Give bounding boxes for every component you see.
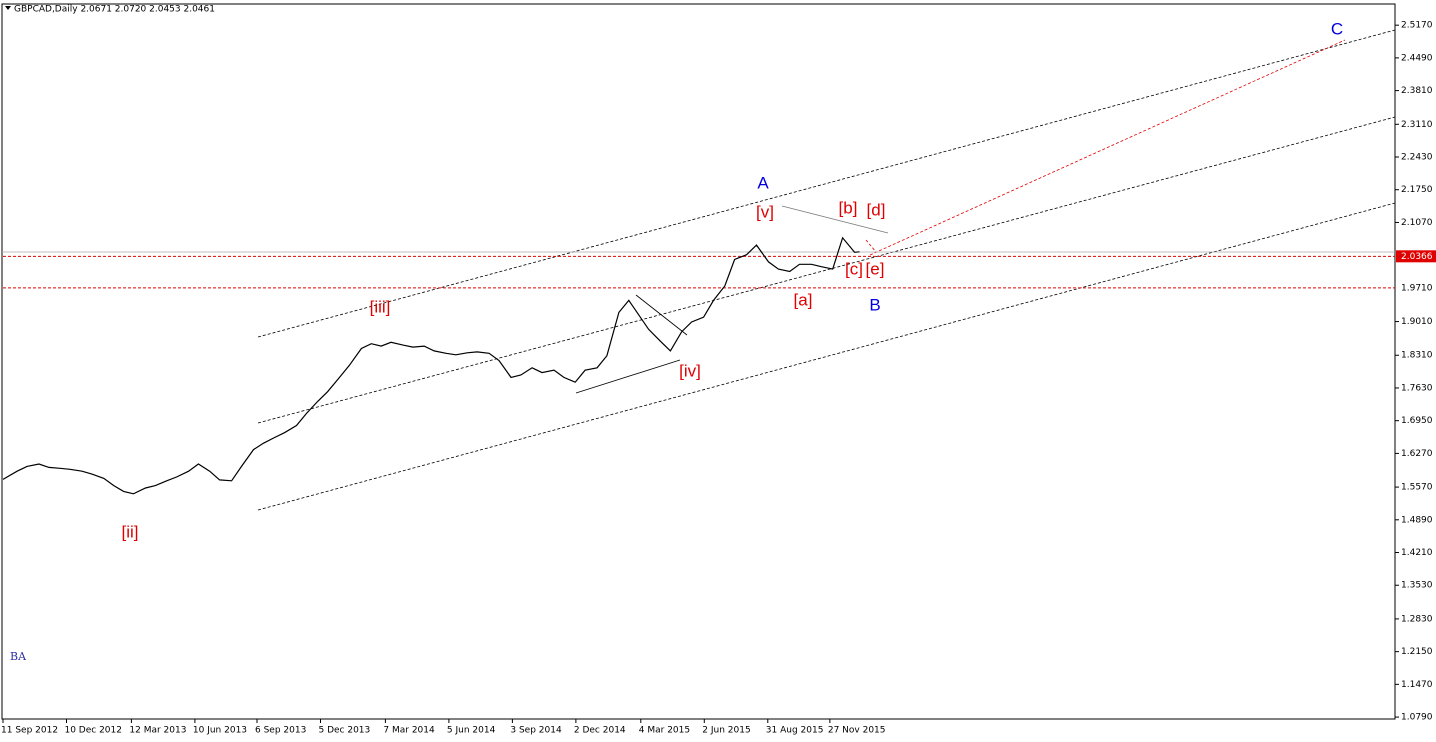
wave-label: [c] — [845, 259, 863, 278]
channel-line — [257, 202, 1396, 511]
wave-label: B — [869, 295, 880, 314]
x-tick-label: 7 Mar 2014 — [383, 726, 435, 736]
y-tick-label: 1.2830 — [1401, 614, 1433, 624]
wave-label: [a] — [794, 290, 813, 309]
trendline — [781, 205, 889, 234]
chart-title: GBPCAD,Daily 2.0671 2.0720 2.0453 2.0461 — [14, 5, 215, 15]
x-tick-label: 5 Jun 2014 — [447, 726, 496, 736]
y-tick-label: 1.9010 — [1401, 317, 1433, 327]
wave-label: [iii] — [370, 297, 391, 316]
x-tick-label: 31 Aug 2015 — [766, 726, 824, 736]
menu-arrow — [5, 6, 11, 10]
channel-line — [257, 116, 1396, 424]
wave-label: [b] — [839, 198, 858, 217]
y-tick-label: 2.4490 — [1401, 53, 1433, 63]
y-tick-label: 1.4890 — [1401, 515, 1433, 525]
channel-line — [257, 29, 1396, 338]
projection-line — [869, 39, 1346, 256]
trendline — [635, 294, 688, 336]
x-tick-label: 10 Jun 2013 — [193, 726, 247, 736]
level-label: 2.0366 — [1401, 252, 1433, 262]
y-tick-label: 2.3810 — [1401, 86, 1433, 96]
y-tick-label: 1.8310 — [1401, 351, 1433, 361]
y-tick-label: 1.4210 — [1401, 548, 1433, 558]
price-line — [2, 236, 860, 495]
y-tick-label: 1.2150 — [1401, 647, 1433, 657]
wave-label: [iv] — [679, 361, 701, 380]
y-tick-label: 1.6950 — [1401, 416, 1433, 426]
projection-line — [865, 239, 877, 253]
drawings — [257, 29, 1396, 511]
watermark: BA — [10, 650, 27, 663]
wave-label: [ii] — [122, 522, 139, 541]
y-tick-label: 1.3530 — [1401, 581, 1433, 591]
y-tick-label: 2.5170 — [1401, 21, 1433, 31]
wave-label: [v] — [756, 202, 774, 221]
y-tick-label: 2.3110 — [1401, 120, 1433, 130]
x-tick-label: 12 Mar 2013 — [129, 726, 186, 736]
y-tick-label: 1.1470 — [1401, 680, 1433, 690]
x-tick-label: 5 Dec 2013 — [318, 726, 370, 736]
y-tick-label: 1.5570 — [1401, 483, 1433, 493]
y-tick-label: 2.1070 — [1401, 218, 1433, 228]
x-tick-label: 27 Nov 2015 — [828, 726, 886, 736]
level-label: 1.9710 — [1401, 283, 1433, 293]
y-tick-label: 2.2430 — [1401, 153, 1433, 163]
wave-label: [e] — [866, 259, 885, 278]
x-tick-label: 2 Dec 2014 — [574, 726, 626, 736]
wave-label: A — [757, 173, 769, 192]
wave-label: C — [1331, 19, 1343, 38]
x-tick-label: 11 Sep 2012 — [1, 726, 58, 736]
x-tick-label: 10 Dec 2012 — [64, 726, 122, 736]
x-tick-label: 4 Mar 2015 — [639, 726, 690, 736]
x-tick-label: 3 Sep 2014 — [510, 726, 562, 736]
trendlines — [2, 205, 1395, 394]
level-tag — [1396, 250, 1436, 263]
x-tick-label: 6 Sep 2013 — [255, 726, 306, 736]
y-tick-label: 2.1750 — [1401, 185, 1433, 195]
y-tick-label: 1.0790 — [1401, 713, 1433, 723]
x-tick-label: 2 Jun 2015 — [702, 726, 750, 736]
trendline — [575, 359, 681, 394]
wave-label: [d] — [867, 200, 886, 219]
y-tick-label: 1.6270 — [1401, 449, 1433, 459]
plot-frame — [1, 3, 1396, 720]
y-tick-label: 1.7630 — [1401, 383, 1433, 393]
